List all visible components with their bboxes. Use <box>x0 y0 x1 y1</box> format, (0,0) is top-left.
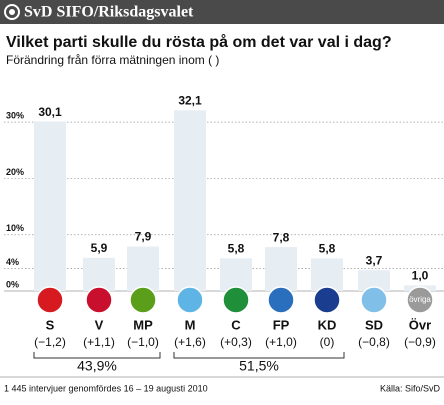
bar <box>174 110 206 291</box>
value-label: 5,8 <box>319 242 336 256</box>
x-tick-label: M <box>185 317 196 332</box>
bloc-label-bg <box>231 359 287 373</box>
x-tick-label: FP <box>273 317 290 332</box>
bar <box>127 246 159 291</box>
party-icon <box>176 286 204 314</box>
bloc-bracket <box>173 352 345 359</box>
party-icon <box>222 286 250 314</box>
bloc-bracket <box>33 352 161 359</box>
x-tick-label: C <box>231 317 241 332</box>
header-icon-dot <box>9 9 15 15</box>
bloc-label-bg <box>69 359 125 373</box>
bloc-label: 43,9% <box>77 358 117 374</box>
party-icon <box>406 286 434 314</box>
value-label: 30,1 <box>38 105 62 119</box>
y-tick-label: 4% <box>6 257 19 267</box>
value-label: 1,0 <box>412 269 429 283</box>
value-label: 7,8 <box>273 230 290 244</box>
y-tick-label: 0% <box>6 279 19 289</box>
header-band <box>0 0 444 24</box>
change-label: (+1,6) <box>174 335 206 349</box>
value-label: 7,9 <box>135 230 152 244</box>
x-tick-label: Övr <box>409 317 431 332</box>
source: Källa: Sifo/SvD <box>380 383 441 393</box>
party-icon <box>36 286 64 314</box>
header: SvD SIFO/Riksdagsvalet <box>24 4 194 21</box>
x-tick-label: V <box>95 317 104 332</box>
change-label: (−0,8) <box>358 335 390 349</box>
party-icon <box>313 286 341 314</box>
change-label: (−1,0) <box>127 335 159 349</box>
bar <box>34 121 66 291</box>
chart-subtitle: Förändring från förra mätningen inom ( ) <box>6 53 219 67</box>
other-icon-label: övriga <box>409 295 431 304</box>
party-icon <box>129 286 157 314</box>
chart-title: Vilket parti skulle du rösta på om det v… <box>6 33 392 51</box>
y-tick-label: 30% <box>6 111 24 121</box>
change-label: (+1,1) <box>83 335 115 349</box>
value-label: 32,1 <box>178 93 202 107</box>
value-label: 5,8 <box>228 242 245 256</box>
party-icon <box>267 286 295 314</box>
change-label: (+0,3) <box>220 335 252 349</box>
footnote: 1 445 intervjuer genomfördes 16 – 19 aug… <box>4 383 208 393</box>
x-tick-label: KD <box>318 317 337 332</box>
party-icon <box>360 286 388 314</box>
bar <box>358 270 390 291</box>
change-label: (−0,9) <box>404 335 436 349</box>
y-tick-label: 20% <box>6 167 24 177</box>
header-icon <box>4 4 20 20</box>
y-tick-label: 10% <box>6 223 24 233</box>
bloc-label: 51,5% <box>239 358 279 374</box>
change-label: (−1,2) <box>34 335 66 349</box>
value-label: 5,9 <box>91 241 108 255</box>
x-tick-label: S <box>46 317 55 332</box>
x-tick-label: SD <box>365 317 383 332</box>
party-icon <box>85 286 113 314</box>
bar <box>311 258 343 291</box>
change-label: (0) <box>320 335 335 349</box>
bar <box>265 247 297 291</box>
change-label: (+1,0) <box>265 335 297 349</box>
bar <box>83 257 115 291</box>
value-label: 3,7 <box>366 253 383 267</box>
x-tick-label: MP <box>133 317 153 332</box>
bar <box>220 258 252 291</box>
